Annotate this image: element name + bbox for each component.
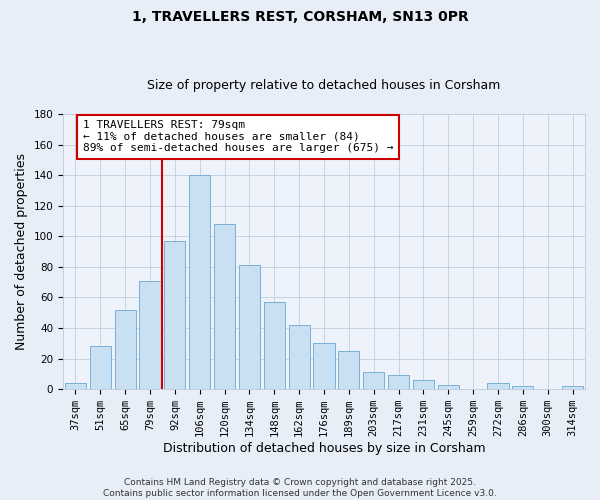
Bar: [512, 386, 533, 389]
Bar: [264, 302, 285, 389]
Bar: [438, 384, 459, 389]
Bar: [139, 280, 161, 389]
Text: 1 TRAVELLERS REST: 79sqm
← 11% of detached houses are smaller (84)
89% of semi-d: 1 TRAVELLERS REST: 79sqm ← 11% of detach…: [83, 120, 394, 154]
Bar: [313, 344, 335, 389]
Bar: [363, 372, 384, 389]
Bar: [487, 383, 509, 389]
Bar: [164, 241, 185, 389]
Title: Size of property relative to detached houses in Corsham: Size of property relative to detached ho…: [148, 79, 501, 92]
Text: Contains HM Land Registry data © Crown copyright and database right 2025.
Contai: Contains HM Land Registry data © Crown c…: [103, 478, 497, 498]
Bar: [413, 380, 434, 389]
X-axis label: Distribution of detached houses by size in Corsham: Distribution of detached houses by size …: [163, 442, 485, 455]
Bar: [388, 376, 409, 389]
Bar: [338, 351, 359, 389]
Bar: [289, 325, 310, 389]
Bar: [189, 175, 210, 389]
Y-axis label: Number of detached properties: Number of detached properties: [15, 153, 28, 350]
Bar: [562, 386, 583, 389]
Bar: [115, 310, 136, 389]
Bar: [239, 266, 260, 389]
Bar: [90, 346, 111, 389]
Text: 1, TRAVELLERS REST, CORSHAM, SN13 0PR: 1, TRAVELLERS REST, CORSHAM, SN13 0PR: [131, 10, 469, 24]
Bar: [65, 383, 86, 389]
Bar: [214, 224, 235, 389]
